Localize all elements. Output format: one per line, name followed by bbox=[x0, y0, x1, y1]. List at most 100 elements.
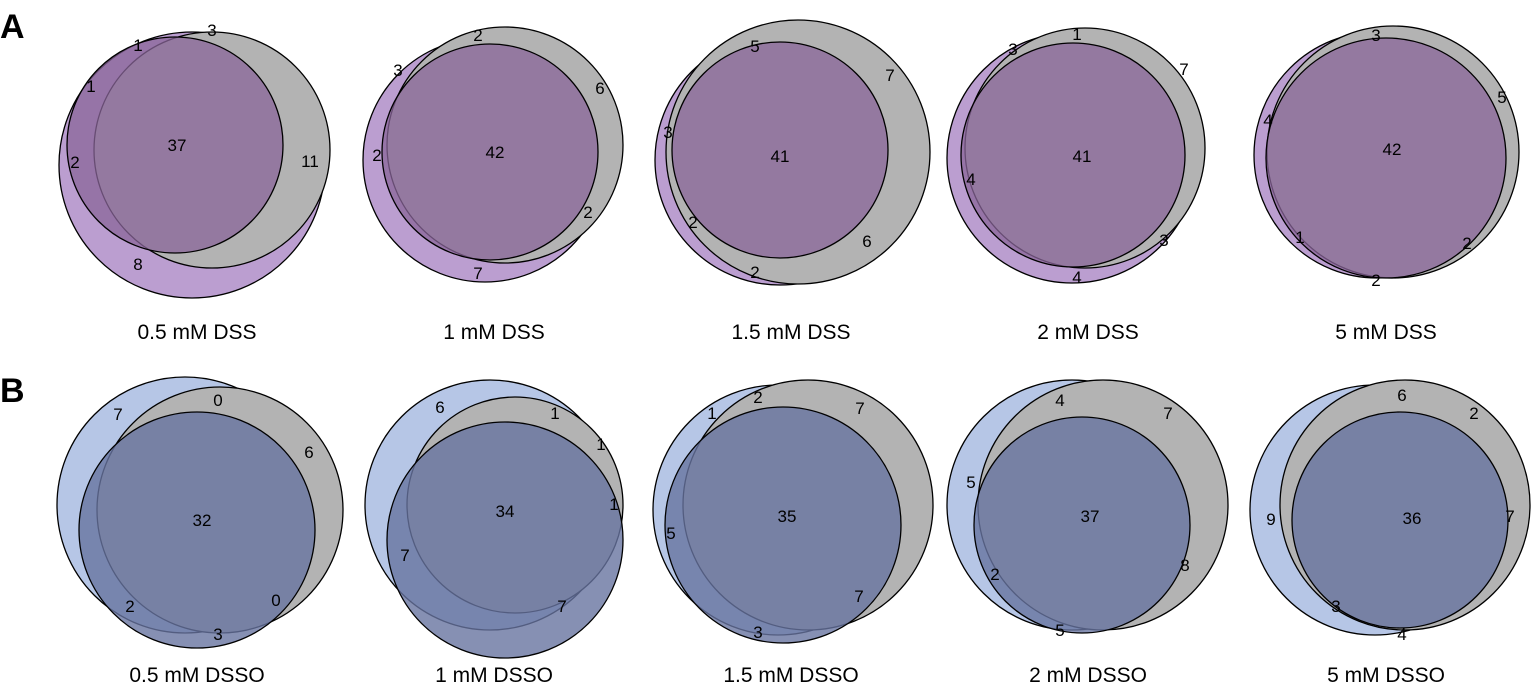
region-count: 0 bbox=[213, 391, 222, 410]
region-count: 7 bbox=[557, 597, 566, 616]
region-count: 4 bbox=[1397, 625, 1406, 644]
region-count: 9 bbox=[1266, 510, 1275, 529]
diagram-caption: 2 mM DSS bbox=[1037, 321, 1139, 344]
region-count: 3 bbox=[207, 21, 216, 40]
region-count: 8 bbox=[133, 255, 142, 274]
panel-letter-b: B bbox=[0, 372, 25, 410]
region-count: 5 bbox=[666, 524, 675, 543]
region-count: 41 bbox=[771, 147, 790, 166]
region-count: 2 bbox=[372, 146, 381, 165]
venn-circle-c bbox=[960, 42, 1186, 268]
region-count: 37 bbox=[1081, 507, 1100, 526]
region-count: 34 bbox=[496, 502, 515, 521]
diagram-caption: 0.5 mM DSSO bbox=[129, 664, 264, 687]
region-count: 3 bbox=[1159, 231, 1168, 250]
region-count: 6 bbox=[862, 232, 871, 251]
diagram-caption: 0.5 mM DSS bbox=[137, 321, 256, 344]
region-count: 7 bbox=[113, 405, 122, 424]
region-count: 2 bbox=[125, 597, 134, 616]
region-count: 5 bbox=[966, 473, 975, 492]
region-count: 6 bbox=[1397, 386, 1406, 405]
region-count: 42 bbox=[1383, 140, 1402, 159]
region-count: 7 bbox=[1179, 60, 1188, 79]
region-count: 1 bbox=[707, 404, 716, 423]
region-count: 3 bbox=[1331, 597, 1340, 616]
region-count: 42 bbox=[486, 143, 505, 162]
venn-diagram: 5 7 3 41 2 6 2 1.5 mM DSS bbox=[654, 19, 931, 344]
region-count: 2 bbox=[990, 565, 999, 584]
region-count: 7 bbox=[854, 587, 863, 606]
venn-diagram: 3 5 4 42 1 2 2 5 mM DSS bbox=[1253, 25, 1520, 344]
region-count: 7 bbox=[400, 546, 409, 565]
region-count: 4 bbox=[1055, 391, 1064, 410]
venn-diagram: 3 1 1 37 2 11 8 0.5 mM DSS bbox=[58, 21, 331, 344]
region-count: 2 bbox=[1371, 271, 1380, 290]
region-count: 35 bbox=[778, 507, 797, 526]
region-count: 6 bbox=[304, 443, 313, 462]
region-count: 1 bbox=[609, 495, 618, 514]
region-count: 1 bbox=[1295, 228, 1304, 247]
region-count: 7 bbox=[855, 399, 864, 418]
region-count: 7 bbox=[885, 66, 894, 85]
region-count: 3 bbox=[393, 61, 402, 80]
venn-diagram: 2 3 6 42 2 2 7 1 mM DSS bbox=[362, 26, 624, 344]
region-count: 7 bbox=[473, 264, 482, 283]
region-count: 5 bbox=[750, 37, 759, 56]
region-count: 37 bbox=[168, 136, 187, 155]
region-count: 4 bbox=[1072, 268, 1081, 287]
region-count: 41 bbox=[1073, 147, 1092, 166]
diagram-caption: 1 mM DSS bbox=[443, 321, 545, 344]
region-count: 1 bbox=[1072, 25, 1081, 44]
diagram-caption: 2 mM DSSO bbox=[1029, 664, 1147, 687]
region-count: 5 bbox=[1055, 621, 1064, 640]
venn-diagram: 3 1 7 41 4 3 4 2 mM DSS bbox=[946, 25, 1206, 344]
region-count: 1 bbox=[596, 435, 605, 454]
region-count: 3 bbox=[753, 623, 762, 642]
region-count: 3 bbox=[663, 123, 672, 142]
venn-circle-c bbox=[664, 406, 902, 644]
panel-letter-a: A bbox=[0, 8, 25, 46]
region-count: 5 bbox=[1497, 88, 1506, 107]
venn-diagram: 6 2 9 36 7 3 4 5 mM DSSO bbox=[1249, 379, 1531, 687]
region-count: 8 bbox=[1180, 556, 1189, 575]
venn-circle-c bbox=[386, 421, 624, 659]
diagram-caption: 1 mM DSSO bbox=[435, 664, 553, 687]
region-count: 2 bbox=[70, 153, 79, 172]
diagram-caption: 5 mM DSS bbox=[1335, 321, 1437, 344]
region-count: 3 bbox=[1371, 26, 1380, 45]
region-count: 1 bbox=[550, 404, 559, 423]
venn-circle-c bbox=[973, 416, 1191, 634]
region-count: 3 bbox=[1008, 40, 1017, 59]
venn-diagram: 0 7 6 32 2 0 3 0.5 mM DSSO bbox=[56, 376, 344, 687]
venn-circle-c bbox=[66, 36, 284, 254]
region-count: 2 bbox=[1469, 404, 1478, 423]
region-count: 4 bbox=[1263, 111, 1272, 130]
region-count: 36 bbox=[1403, 509, 1422, 528]
region-count: 2 bbox=[753, 388, 762, 407]
region-count: 11 bbox=[301, 152, 319, 171]
diagram-caption: 1.5 mM DSSO bbox=[723, 664, 858, 687]
venn-circle-c bbox=[671, 41, 889, 259]
diagram-caption: 5 mM DSSO bbox=[1327, 664, 1445, 687]
region-count: 3 bbox=[213, 625, 222, 644]
region-count: 1 bbox=[86, 77, 95, 96]
region-count: 1 bbox=[133, 36, 142, 55]
region-count: 6 bbox=[595, 79, 604, 98]
venn-diagram: 1 2 7 35 5 7 3 1.5 mM DSSO bbox=[652, 379, 934, 687]
region-count: 2 bbox=[583, 203, 592, 222]
diagram-caption: 1.5 mM DSS bbox=[731, 321, 850, 344]
region-count: 7 bbox=[1163, 404, 1172, 423]
venn-circle-c bbox=[381, 43, 599, 261]
region-count: 4 bbox=[966, 170, 975, 189]
venn-circle-c bbox=[78, 411, 316, 649]
region-count: 7 bbox=[1505, 507, 1514, 526]
venn-diagram: 4 7 5 37 2 8 5 2 mM DSSO bbox=[946, 379, 1229, 687]
region-count: 2 bbox=[473, 26, 482, 45]
venn-circle-c bbox=[1265, 37, 1507, 279]
region-count: 2 bbox=[688, 213, 697, 232]
venn-diagram: 6 1 1 34 1 7 7 1 mM DSSO bbox=[364, 379, 624, 687]
region-count: 6 bbox=[435, 398, 444, 417]
region-count: 0 bbox=[271, 591, 280, 610]
region-count: 2 bbox=[1462, 234, 1471, 253]
